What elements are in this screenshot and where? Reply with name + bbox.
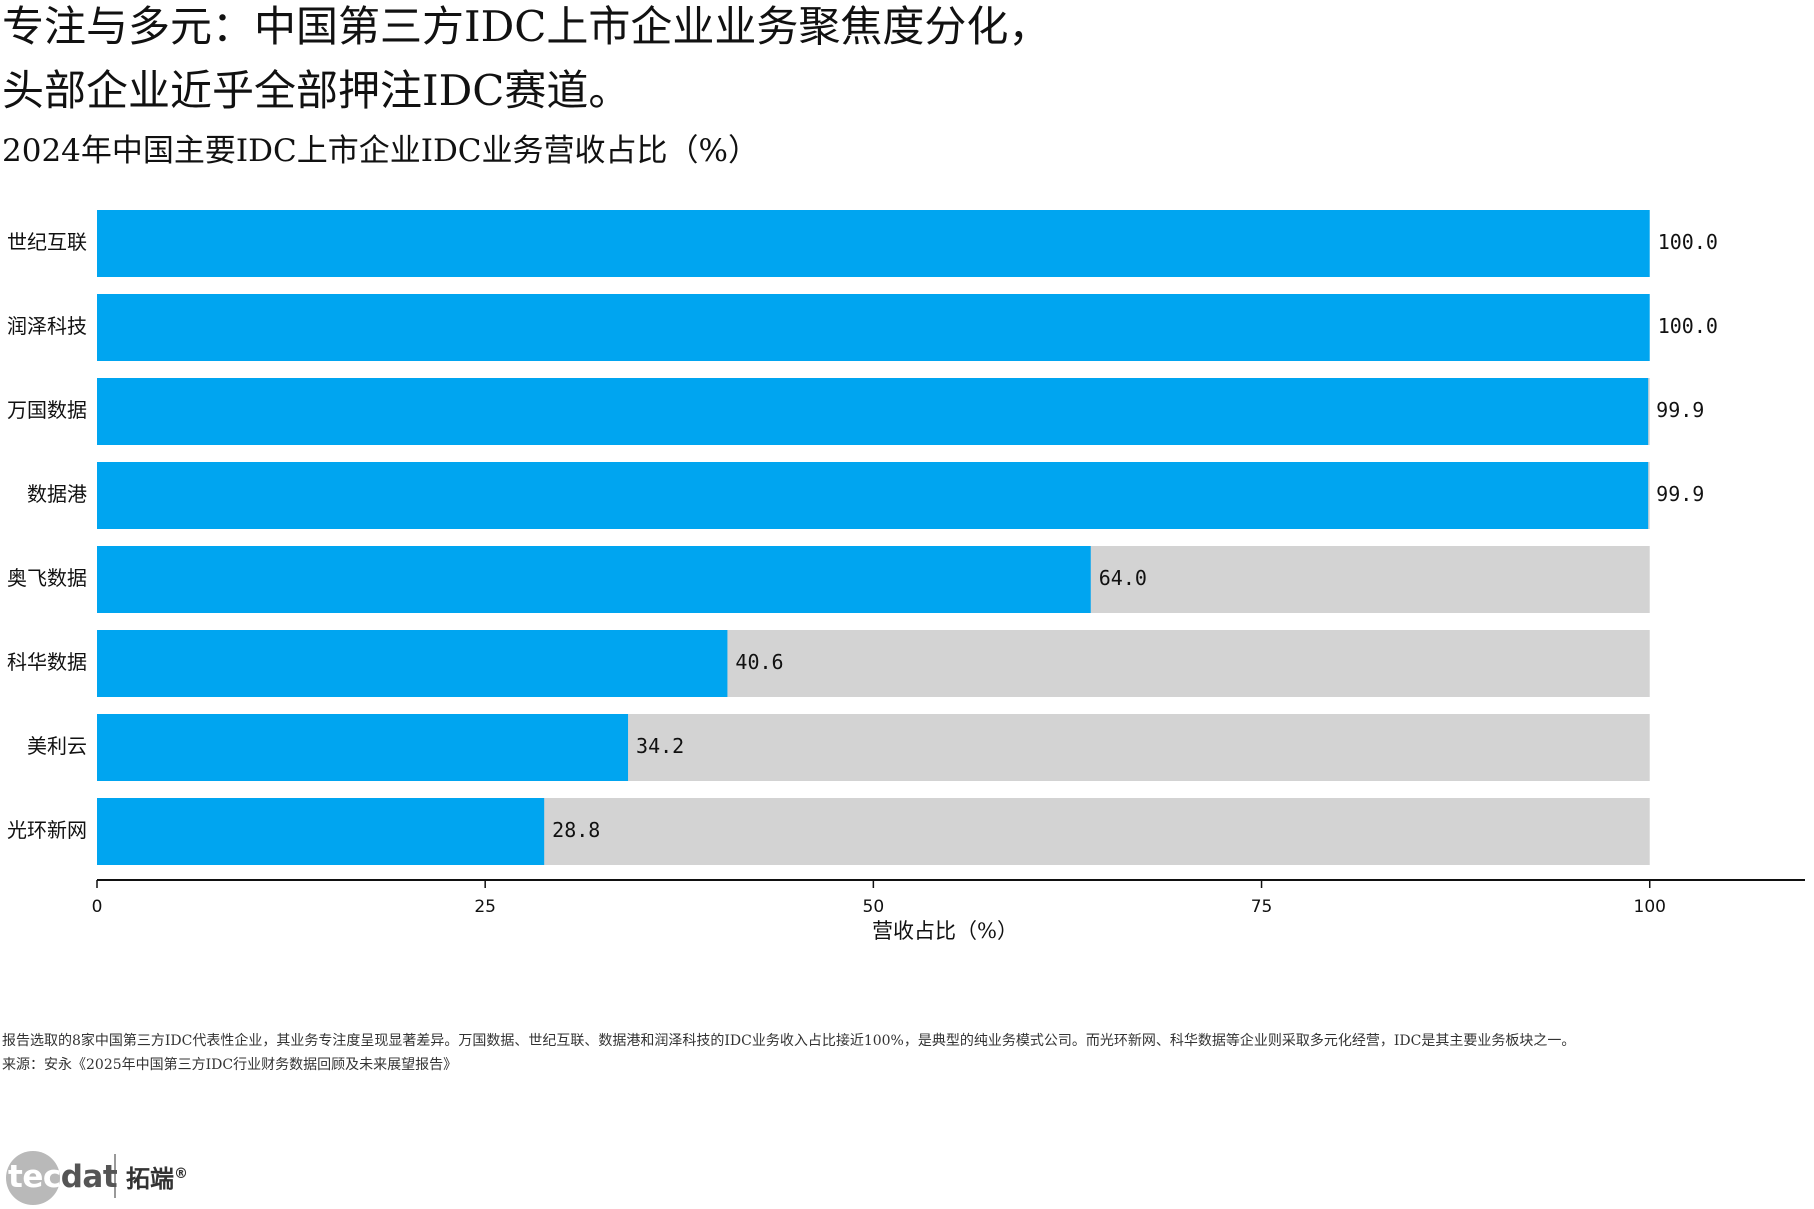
bar: [97, 210, 1650, 277]
source-note: 来源：安永《2025年中国第三方IDC行业财务数据回顾及未来展望报告》: [2, 1057, 458, 1073]
logo-word-tec: tec: [8, 1159, 61, 1195]
category-label: 光环新网: [7, 818, 87, 842]
category-label: 科华数据: [7, 650, 87, 674]
bar: [97, 714, 629, 781]
footnote: 报告选取的8家中国第三方IDC代表性企业，其业务专注度呈现显著差异。万国数据、世…: [2, 1033, 1576, 1049]
logo-mark: tecdat: [6, 1151, 118, 1205]
bar: [97, 546, 1091, 613]
data-label: 40.6: [735, 650, 783, 674]
bar: [97, 294, 1650, 361]
category-label: 数据港: [27, 482, 87, 506]
data-label: 28.8: [552, 818, 600, 842]
bar: [97, 378, 1649, 445]
data-label: 99.9: [1656, 482, 1704, 506]
bar: [97, 462, 1649, 529]
data-label: 100.0: [1658, 230, 1718, 254]
bar: [97, 630, 728, 697]
data-label: 64.0: [1099, 566, 1147, 590]
bar: [97, 798, 545, 865]
logo-divider: [114, 1154, 116, 1198]
registered-mark: ®: [174, 1165, 188, 1182]
page-title-line-2: 头部企业近乎全部押注IDC赛道。: [2, 66, 631, 115]
page-title-line-1: 专注与多元：中国第三方IDC上市企业业务聚焦度分化，: [2, 2, 1051, 51]
category-label: 万国数据: [7, 398, 87, 422]
x-axis-label: 营收占比（%）: [872, 919, 1018, 943]
logo-brand-cn: 拓端: [126, 1164, 174, 1193]
category-label: 美利云: [27, 734, 87, 758]
x-tick-label: 75: [1251, 897, 1273, 917]
x-tick-label: 50: [863, 897, 885, 917]
x-tick-label: 25: [474, 897, 496, 917]
category-label: 奥飞数据: [7, 566, 87, 590]
chart-title: 2024年中国主要IDC上市企业IDC业务营收占比（%）: [2, 133, 759, 169]
x-tick-label: 0: [92, 897, 103, 917]
category-label: 世纪互联: [7, 230, 87, 254]
data-label: 99.9: [1656, 398, 1704, 422]
logo-circle-icon: [6, 1151, 60, 1205]
logo-word-dat: dat: [60, 1159, 118, 1195]
data-label: 100.0: [1658, 314, 1718, 338]
x-tick-label: 100: [1634, 897, 1666, 917]
tecdat-logo: tecdat 拓端®: [6, 1148, 188, 1205]
category-label: 润泽科技: [7, 314, 87, 338]
data-label: 34.2: [636, 734, 684, 758]
